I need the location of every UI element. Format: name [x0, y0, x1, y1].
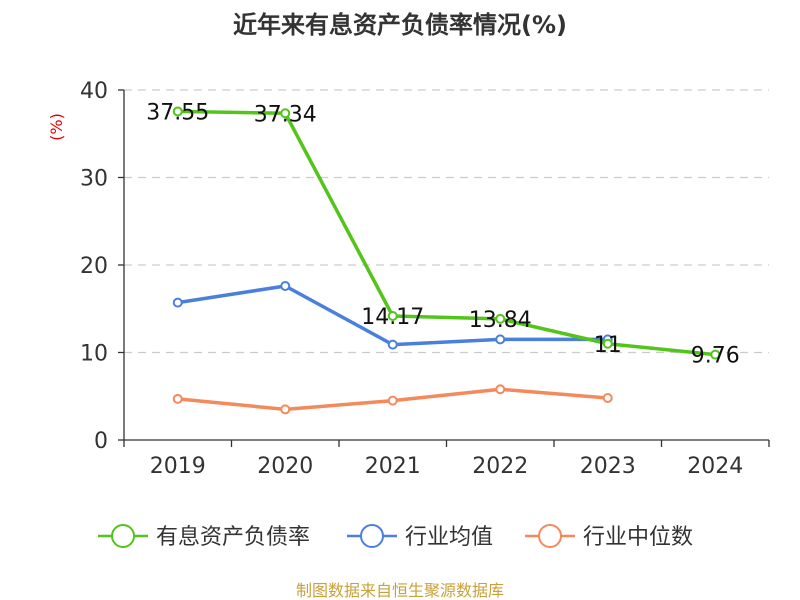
y-tick-label: 40 — [80, 79, 108, 104]
x-tick-label: 2020 — [257, 454, 313, 479]
data-point — [602, 393, 613, 403]
y-tick-label: 10 — [80, 342, 108, 367]
x-tick-label: 2024 — [687, 454, 743, 479]
series-line — [176, 109, 717, 357]
legend-marker — [360, 524, 384, 548]
grid-lines — [124, 89, 769, 354]
source-note: 制图数据来自恒生聚源数据库 — [296, 581, 504, 600]
legend-label: 行业均值 — [405, 525, 493, 550]
data-point — [280, 404, 291, 415]
data-point — [495, 384, 506, 395]
legend-marker — [538, 524, 562, 548]
legend-marker — [111, 524, 135, 548]
data-label: 11 — [594, 333, 622, 358]
data-label: 37.55 — [146, 100, 209, 125]
data-labels: 37.55 37.34 14.17 13.84 11 9.76 — [146, 100, 739, 368]
data-point — [172, 297, 183, 308]
data-point — [172, 106, 183, 117]
data-label: 13.84 — [469, 308, 532, 333]
data-point — [387, 311, 398, 322]
data-label: 14.17 — [361, 305, 424, 330]
x-tick-label: 2019 — [150, 454, 206, 479]
series-lines — [172, 106, 721, 415]
y-tick-label: 30 — [80, 167, 108, 192]
legend-label: 行业中位数 — [583, 525, 693, 550]
data-point — [172, 393, 183, 404]
data-point — [710, 349, 721, 360]
data-point — [495, 313, 506, 324]
data-point — [495, 334, 506, 345]
y-tick-label: 0 — [94, 429, 108, 454]
data-point — [280, 108, 291, 119]
legend: 有息资产负债率 行业均值 行业中位数 — [98, 524, 693, 550]
data-point — [280, 281, 291, 291]
data-label: 37.34 — [254, 102, 317, 127]
data-label: 9.76 — [691, 344, 740, 369]
legend-label: 有息资产负债率 — [156, 525, 310, 550]
data-point — [602, 338, 613, 349]
x-tick-label: 2022 — [472, 454, 528, 479]
data-point — [387, 395, 398, 406]
x-tick-label: 2023 — [580, 454, 636, 479]
y-tick-label: 20 — [80, 254, 108, 279]
chart-title: 近年来有息资产负债率情况(%) — [233, 11, 567, 39]
axes: 0 10 20 30 40 2019 2020 2021 2022 2023 2024 — [80, 79, 770, 479]
x-tick-label: 2021 — [365, 454, 421, 479]
y-axis-unit-label: (%) — [47, 113, 66, 141]
data-point — [387, 339, 398, 350]
